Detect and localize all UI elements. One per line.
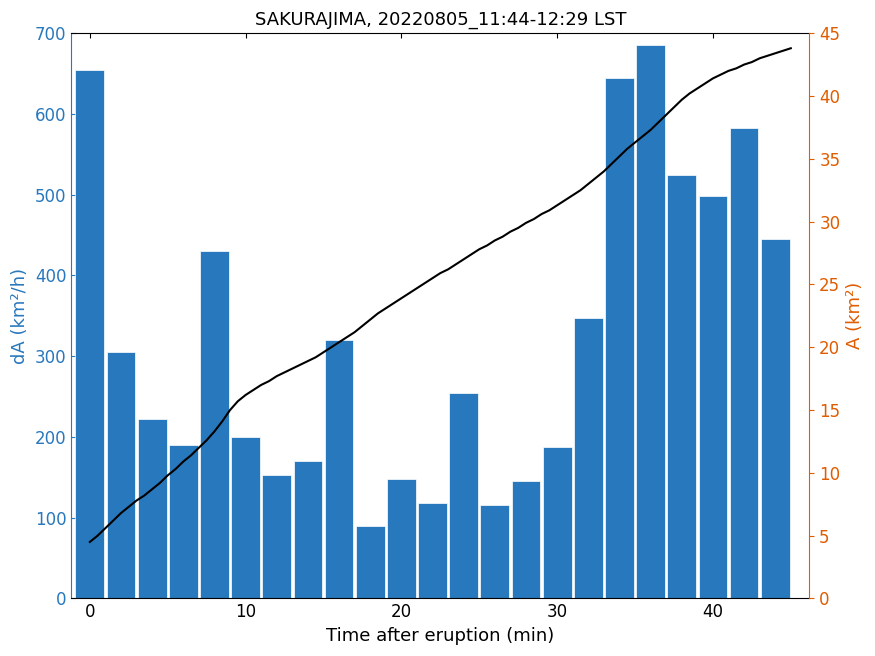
Bar	[574, 318, 603, 598]
Bar	[231, 437, 260, 598]
Bar	[542, 447, 571, 598]
Bar	[387, 479, 416, 598]
Bar	[293, 461, 322, 598]
Bar	[730, 128, 759, 598]
Bar	[75, 70, 104, 598]
Bar	[698, 196, 727, 598]
Y-axis label: A (km²): A (km²)	[846, 282, 864, 350]
Bar	[137, 419, 166, 598]
Bar	[512, 482, 541, 598]
Title: SAKURAJIMA, 20220805_11:44-12:29 LST: SAKURAJIMA, 20220805_11:44-12:29 LST	[255, 11, 626, 29]
Bar	[480, 505, 509, 598]
Bar	[668, 174, 696, 598]
Bar	[262, 475, 291, 598]
Bar	[418, 503, 447, 598]
Y-axis label: dA (km²/h): dA (km²/h)	[11, 268, 29, 364]
Bar	[356, 526, 385, 598]
Bar	[200, 251, 229, 598]
Bar	[636, 45, 665, 598]
X-axis label: Time after eruption (min): Time after eruption (min)	[326, 627, 555, 645]
Bar	[169, 445, 198, 598]
Bar	[107, 352, 136, 598]
Bar	[605, 77, 634, 598]
Bar	[449, 394, 478, 598]
Bar	[325, 340, 354, 598]
Bar	[760, 239, 789, 598]
